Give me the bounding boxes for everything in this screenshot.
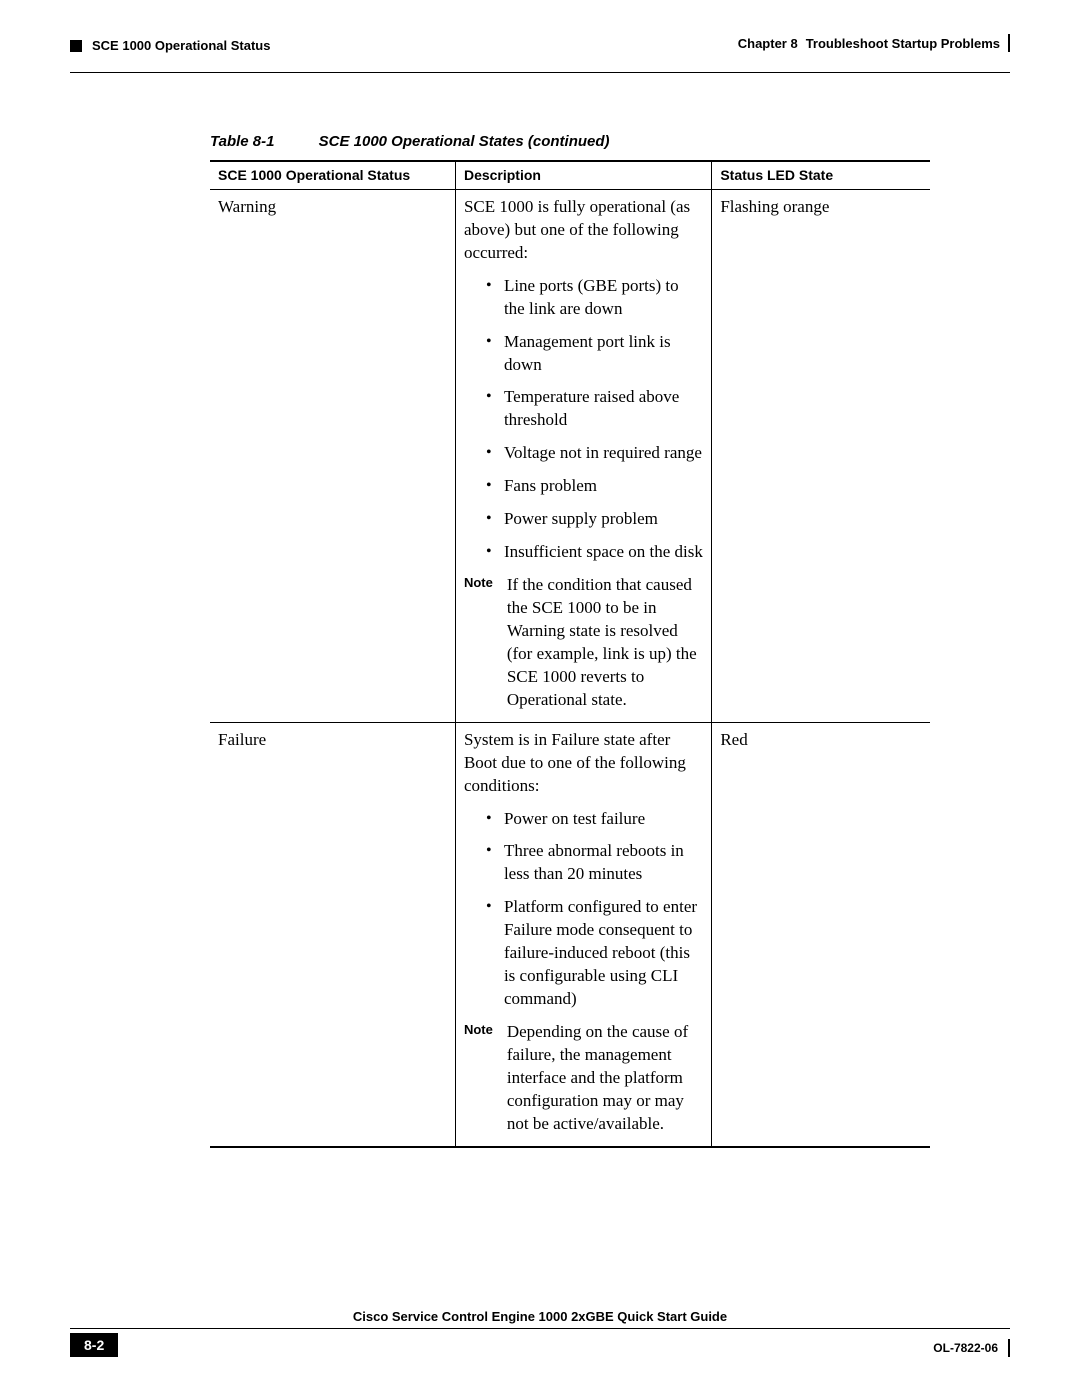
cell-status: Warning xyxy=(210,189,455,722)
footer-rule xyxy=(70,1328,1010,1329)
table-caption: Table 8-1 SCE 1000 Operational States (c… xyxy=(210,133,1010,150)
square-bullet-icon xyxy=(70,40,82,52)
chapter-title: Troubleshoot Startup Problems xyxy=(806,36,1000,51)
cell-description: System is in Failure state after Boot du… xyxy=(455,722,711,1147)
table-row: Failure System is in Failure state after… xyxy=(210,722,930,1147)
footer-vertical-rule-icon xyxy=(1008,1339,1010,1357)
cell-description: SCE 1000 is fully operational (as above)… xyxy=(455,189,711,722)
header-rule xyxy=(70,72,1010,73)
chapter-header-right: Chapter 8 Troubleshoot Startup Problems xyxy=(738,34,1010,52)
note-label: Note xyxy=(464,574,493,712)
list-item: Voltage not in required range xyxy=(486,442,703,465)
note-block: Note Depending on the cause of failure, … xyxy=(464,1021,703,1136)
desc-bullets: Power on test failure Three abnormal reb… xyxy=(464,808,703,1012)
list-item: Management port link is down xyxy=(486,331,703,377)
guide-title: Cisco Service Control Engine 1000 2xGBE … xyxy=(70,1309,1010,1324)
note-block: Note If the condition that caused the SC… xyxy=(464,574,703,712)
footer-row: 8-2 OL-7822-06 xyxy=(70,1333,1010,1357)
document-page: Chapter 8 Troubleshoot Startup Problems … xyxy=(0,0,1080,1397)
doc-id: OL-7822-06 xyxy=(933,1341,998,1355)
desc-intro: SCE 1000 is fully operational (as above)… xyxy=(464,196,703,265)
col-header-status: SCE 1000 Operational Status xyxy=(210,161,455,189)
cell-status: Failure xyxy=(210,722,455,1147)
note-text: Depending on the cause of failure, the m… xyxy=(507,1021,703,1136)
section-title: SCE 1000 Operational Status xyxy=(92,38,270,53)
page-number-badge: 8-2 xyxy=(70,1333,118,1357)
list-item: Temperature raised above threshold xyxy=(486,386,703,432)
list-item: Three abnormal reboots in less than 20 m… xyxy=(486,840,703,886)
list-item: Insufficient space on the disk xyxy=(486,541,703,564)
table-header-row: SCE 1000 Operational Status Description … xyxy=(210,161,930,189)
running-header: Chapter 8 Troubleshoot Startup Problems … xyxy=(70,38,1010,68)
header-vertical-rule-icon xyxy=(1008,34,1010,52)
desc-bullets: Line ports (GBE ports) to the link are d… xyxy=(464,275,703,564)
cell-led: Red xyxy=(712,722,930,1147)
operational-states-table: SCE 1000 Operational Status Description … xyxy=(210,160,930,1148)
list-item: Platform configured to enter Failure mod… xyxy=(486,896,703,1011)
table-caption-text: SCE 1000 Operational States (continued) xyxy=(319,133,610,150)
col-header-description: Description xyxy=(455,161,711,189)
chapter-number: Chapter 8 xyxy=(738,36,798,51)
footer-right: OL-7822-06 xyxy=(933,1339,1010,1357)
note-text: If the condition that caused the SCE 100… xyxy=(507,574,703,712)
list-item: Power on test failure xyxy=(486,808,703,831)
list-item: Fans problem xyxy=(486,475,703,498)
table-row: Warning SCE 1000 is fully operational (a… xyxy=(210,189,930,722)
note-label: Note xyxy=(464,1021,493,1136)
table-number: Table 8-1 xyxy=(210,133,274,150)
col-header-led: Status LED State xyxy=(712,161,930,189)
cell-led: Flashing orange xyxy=(712,189,930,722)
desc-intro: System is in Failure state after Boot du… xyxy=(464,729,703,798)
list-item: Line ports (GBE ports) to the link are d… xyxy=(486,275,703,321)
list-item: Power supply problem xyxy=(486,508,703,531)
page-footer: Cisco Service Control Engine 1000 2xGBE … xyxy=(70,1309,1010,1357)
